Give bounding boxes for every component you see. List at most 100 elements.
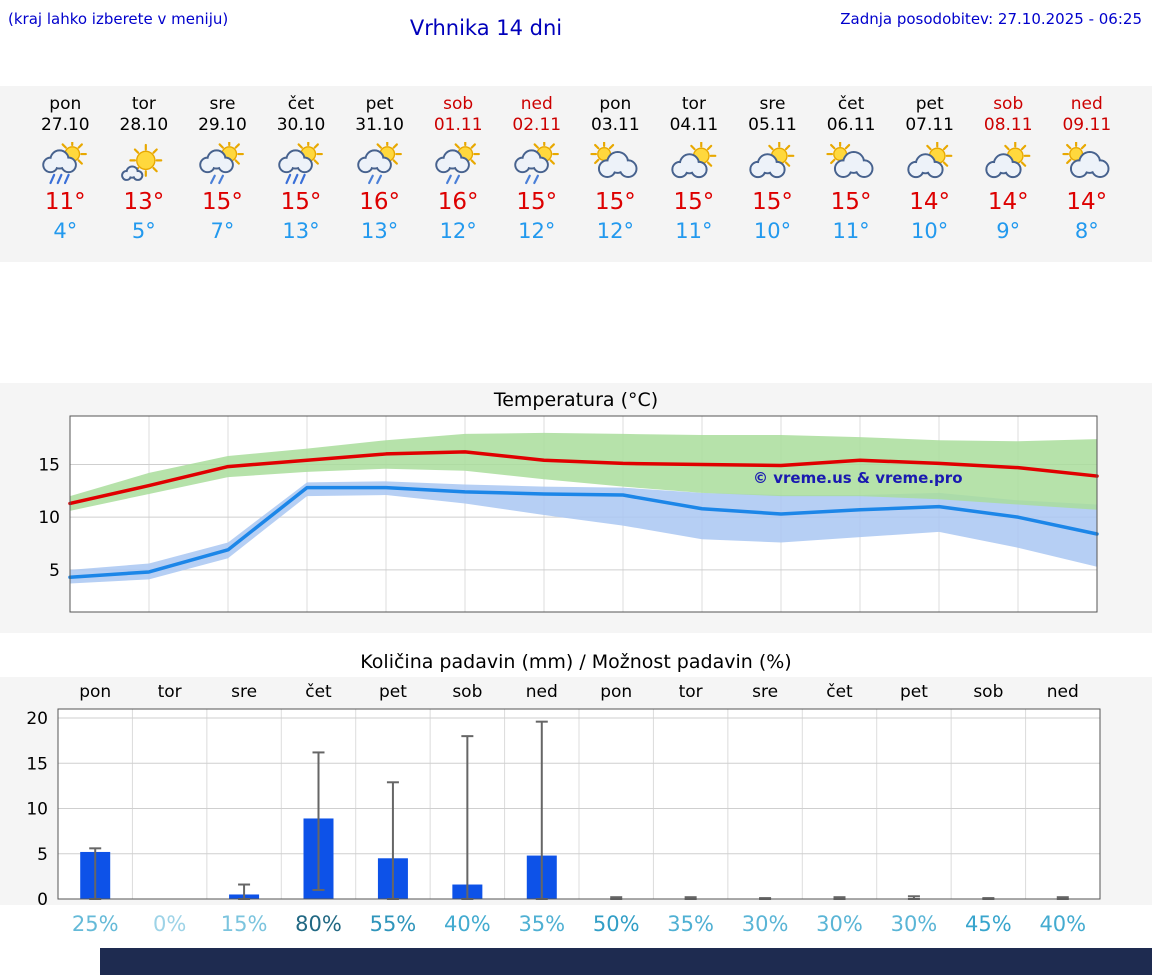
forecast-day: sob 01.11 16° 12° — [419, 94, 498, 262]
precip-probability: 0% — [153, 912, 186, 936]
y-axis-label: 0 — [37, 890, 48, 910]
footer-bar — [100, 948, 1152, 975]
temp-max: 15° — [202, 188, 243, 215]
temp-max: 14° — [909, 188, 951, 215]
temp-min: 11° — [832, 218, 870, 243]
precipitation-chart: pon tor sre čet pet sob ned pon tor sre čet pet sob n… — [0, 677, 1152, 936]
temperature-chart: 5 10 15 — [38, 415, 1099, 613]
forecast-day: ned 09.11 14° 8° — [1048, 94, 1127, 262]
day-date: 09.11 — [1062, 115, 1112, 136]
day-date: 02.11 — [512, 115, 562, 136]
temp-max: 15° — [673, 188, 715, 215]
day-date: 27.10 — [40, 115, 90, 136]
cloud-sun-icon — [826, 141, 874, 178]
temperature-chart-title: Temperatura (°C) — [493, 389, 659, 411]
day-name: pon — [599, 94, 632, 114]
temp-min: 8° — [1074, 218, 1099, 243]
forecast-day: tor 28.10 13° 5° — [105, 94, 184, 262]
forecast-day: pet 07.11 14° 10° — [890, 94, 969, 262]
temp-max: 11° — [44, 188, 86, 215]
day-name: ned — [520, 94, 553, 114]
day-name: pon — [49, 94, 82, 114]
temp-min: 7° — [210, 218, 235, 243]
sun-cloud-drizzle-icon — [199, 141, 245, 184]
day-label: tor — [158, 682, 182, 702]
temp-min: 12° — [518, 218, 556, 243]
day-date: 07.11 — [905, 115, 954, 136]
temp-max-line — [68, 450, 1099, 506]
precip-probability: 30% — [742, 912, 789, 936]
forecast-day: čet 06.11 15° 11° — [812, 94, 891, 262]
precip-probability: 80% — [295, 912, 342, 936]
day-name: sre — [209, 94, 236, 114]
max-range-band — [70, 432, 1097, 511]
temperature-chart-section: Temperatura (°C) 5 10 15 © vreme.us & vrem… — [0, 383, 1152, 633]
temp-max: 14° — [987, 188, 1029, 215]
temp-max: 15° — [594, 188, 636, 215]
page-title: Vrhnika 14 dni — [409, 16, 563, 40]
day-name: sre — [759, 94, 786, 114]
temp-min-line — [68, 485, 1099, 579]
precip-probability: 35% — [667, 912, 714, 936]
precip-probability: 15% — [221, 912, 268, 936]
day-name: pet — [915, 94, 944, 114]
day-date: 03.11 — [591, 115, 640, 136]
min-range-band — [70, 481, 1097, 584]
temp-min: 12° — [439, 218, 477, 243]
day-date: 30.10 — [276, 115, 326, 136]
day-name: tor — [131, 94, 156, 114]
forecast-day: sob 08.11 14° 9° — [969, 94, 1048, 262]
copyright-link[interactable]: © vreme.us & vreme.pro — [753, 469, 963, 487]
temp-min: 5° — [131, 218, 156, 243]
precip-probability: 40% — [444, 912, 491, 936]
temp-max: 13° — [123, 188, 165, 215]
day-label: pet — [379, 682, 407, 702]
sun-cloud-drizzle-icon — [356, 141, 402, 184]
sun-cloud-icon — [985, 141, 1031, 178]
sun-cloud-icon — [906, 141, 953, 178]
forecast-day: sre 05.11 15° 10° — [733, 94, 812, 262]
day-date: 05.11 — [748, 115, 797, 136]
day-date: 08.11 — [983, 115, 1033, 136]
precip-probability: 30% — [891, 912, 938, 936]
day-label: sob — [973, 682, 1003, 702]
day-label: ned — [1047, 682, 1079, 702]
day-label: ned — [526, 682, 558, 702]
last-update: Zadnja posodobitev: 27.10.2025 - 06:25 — [840, 10, 1142, 28]
forecast-day: ned 02.11 15° 12° — [497, 94, 576, 262]
day-label: čet — [305, 682, 332, 702]
day-date: 01.11 — [433, 115, 483, 136]
sun-cloud-icon — [749, 141, 795, 178]
day-label: pon — [79, 682, 111, 702]
precip-probability: 55% — [370, 912, 417, 936]
day-name: tor — [681, 94, 706, 114]
forecast-day: pon 03.11 15° 12° — [576, 94, 655, 262]
temp-max: 16° — [437, 188, 479, 215]
y-axis-label: 10 — [26, 800, 48, 820]
temp-min: 12° — [596, 218, 634, 243]
day-label: pon — [600, 682, 632, 702]
day-date: 31.10 — [355, 115, 404, 136]
temp-max: 15° — [516, 188, 558, 215]
day-date: 06.11 — [826, 115, 876, 136]
y-axis-label: 5 — [49, 561, 60, 581]
day-date: 04.11 — [669, 115, 719, 136]
sun-cloud-icon — [671, 141, 717, 178]
temp-min: 9° — [996, 218, 1021, 243]
temp-min: 10° — [911, 218, 949, 243]
precip-probability: 50% — [593, 912, 640, 936]
location-hint: (kraj lahko izberete v meniju) — [8, 10, 229, 28]
sun-cloud-rain-icon — [42, 141, 88, 184]
precip-probability: 40% — [1039, 912, 1086, 936]
forecast-day: tor 04.11 15° 11° — [655, 94, 734, 262]
day-name: sob — [993, 94, 1024, 114]
y-axis-label: 15 — [38, 455, 60, 475]
precip-probability: 35% — [518, 912, 565, 936]
temp-min: 11° — [675, 218, 713, 243]
precipitation-chart-section: Količina padavin (mm) / Možnost padavin … — [0, 645, 1152, 939]
temp-max: 15° — [752, 188, 793, 215]
day-name: sob — [443, 94, 474, 114]
precip-probability: 45% — [965, 912, 1012, 936]
temp-min: 13° — [360, 218, 399, 243]
precip-probability: 30% — [816, 912, 863, 936]
